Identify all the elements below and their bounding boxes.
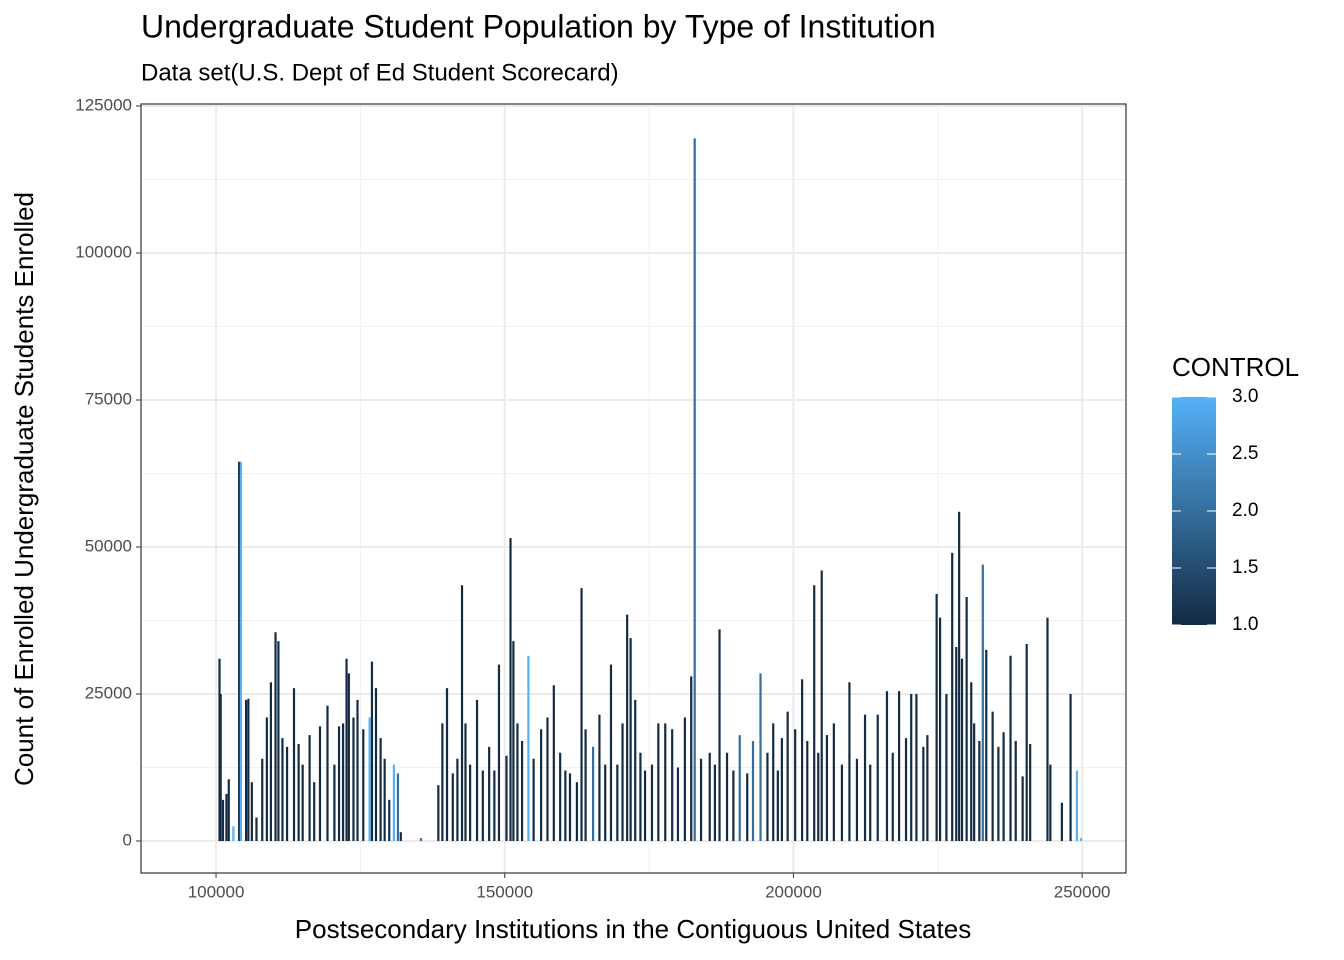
legend-label: 1.5 <box>1232 557 1258 578</box>
chart-title: Undergraduate Student Population by Type… <box>141 8 936 44</box>
panel-border <box>140 103 1127 874</box>
y-axis-title: Count of Enrolled Undergraduate Students… <box>9 192 39 786</box>
x-tick-label: 150000 <box>476 882 533 901</box>
legend-label: 2.0 <box>1232 500 1258 521</box>
y-tick-label: 100000 <box>75 242 132 261</box>
y-tick-label: 0 <box>123 830 132 849</box>
y-tick-label: 75000 <box>85 389 132 408</box>
legend-label: 3.0 <box>1232 386 1258 407</box>
x-tick-label: 100000 <box>188 882 245 901</box>
x-tick-label: 250000 <box>1054 882 1111 901</box>
chart-subtitle: Data set(U.S. Dept of Ed Student Scoreca… <box>141 59 619 86</box>
x-tick-label: 200000 <box>765 882 822 901</box>
x-axis-title: Postsecondary Institutions in the Contig… <box>295 914 971 944</box>
legend-label: 2.5 <box>1232 443 1258 464</box>
legend-title: CONTROL <box>1172 352 1299 382</box>
y-tick-label: 25000 <box>85 683 132 702</box>
y-tick-label: 125000 <box>75 95 132 114</box>
y-tick-label: 50000 <box>85 536 132 555</box>
legend-label: 1.0 <box>1232 614 1258 635</box>
